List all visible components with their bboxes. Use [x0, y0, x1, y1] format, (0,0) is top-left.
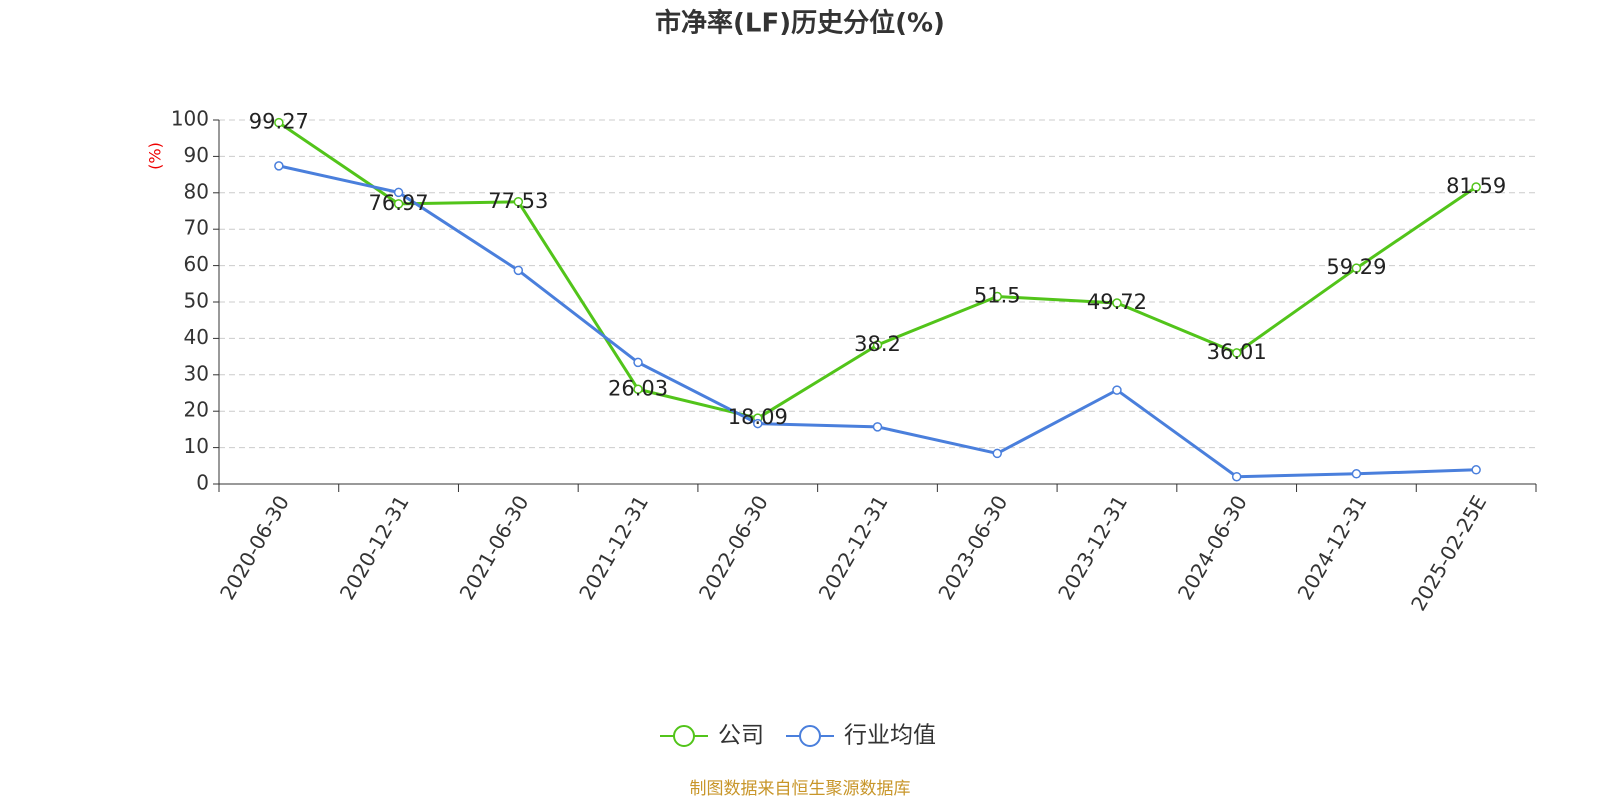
data-label: 36.01	[1207, 340, 1267, 364]
chart-title: 市净率(LF)历史分位(%)	[655, 8, 945, 39]
data-point	[1112, 298, 1122, 308]
data-point	[274, 117, 284, 128]
y-axis-label: (%)	[146, 142, 165, 170]
data-label: 26.03	[608, 376, 668, 400]
data-point	[633, 357, 643, 368]
y-tick-label: 80	[184, 179, 209, 203]
x-tick-label: 2021-12-31	[574, 491, 653, 604]
x-tick-label: 2020-06-30	[215, 491, 294, 604]
data-label: 59.29	[1326, 255, 1386, 279]
data-label: 99.27	[249, 110, 309, 134]
series-line	[278, 121, 1477, 420]
y-tick-label: 90	[184, 143, 209, 167]
data-point	[274, 161, 284, 171]
y-tick-label: 50	[184, 289, 209, 313]
data-point	[1351, 263, 1362, 273]
data-point	[872, 422, 883, 432]
legend-marker	[799, 725, 821, 747]
y-tick-label: 40	[184, 325, 209, 349]
data-point	[1112, 385, 1122, 395]
data-label: 76.97	[369, 191, 429, 215]
data-point	[1231, 348, 1242, 358]
data-point	[393, 199, 404, 209]
y-tick-label: 30	[184, 361, 209, 385]
data-point	[753, 418, 763, 429]
x-tick-label: 2020-12-31	[335, 491, 414, 604]
x-tick-label: 2023-12-31	[1053, 491, 1132, 604]
legend-label: 公司	[718, 723, 764, 749]
data-point	[992, 291, 1002, 302]
y-tick-label: 100	[171, 107, 209, 131]
data-point	[513, 265, 524, 276]
legend-marker	[673, 725, 695, 747]
data-point	[513, 197, 524, 207]
x-tick-label: 2023-06-30	[933, 491, 1012, 604]
data-point	[872, 340, 883, 350]
y-tick-label: 60	[184, 252, 209, 276]
y-tick-label: 10	[184, 434, 209, 458]
data-point	[393, 187, 404, 198]
x-tick-label: 2022-06-30	[694, 491, 773, 604]
data-point	[1471, 465, 1481, 475]
x-tick-label: 2025-02-25E	[1406, 491, 1491, 615]
data-label: 49.72	[1087, 290, 1147, 314]
data-label: 77.53	[488, 189, 548, 213]
data-label: 51.5	[974, 284, 1021, 308]
x-tick-label: 2024-06-30	[1173, 491, 1252, 604]
x-tick-label: 2022-12-31	[814, 491, 893, 604]
data-point	[1231, 471, 1242, 482]
y-tick-label: 20	[184, 398, 209, 422]
source-note: 制图数据来自恒生聚源数据库	[690, 779, 911, 799]
data-label: 81.59	[1446, 174, 1506, 198]
y-tick-label: 0	[196, 471, 209, 495]
data-point	[633, 384, 643, 395]
data-label: 18.09	[728, 405, 788, 429]
data-point	[992, 448, 1002, 459]
legend-label: 行业均值	[844, 723, 936, 749]
data-label: 38.2	[854, 332, 901, 356]
data-point	[1351, 469, 1362, 479]
x-tick-label: 2021-06-30	[455, 491, 534, 604]
y-tick-label: 70	[184, 216, 209, 240]
data-point	[1471, 182, 1481, 192]
x-tick-label: 2024-12-31	[1293, 491, 1372, 604]
